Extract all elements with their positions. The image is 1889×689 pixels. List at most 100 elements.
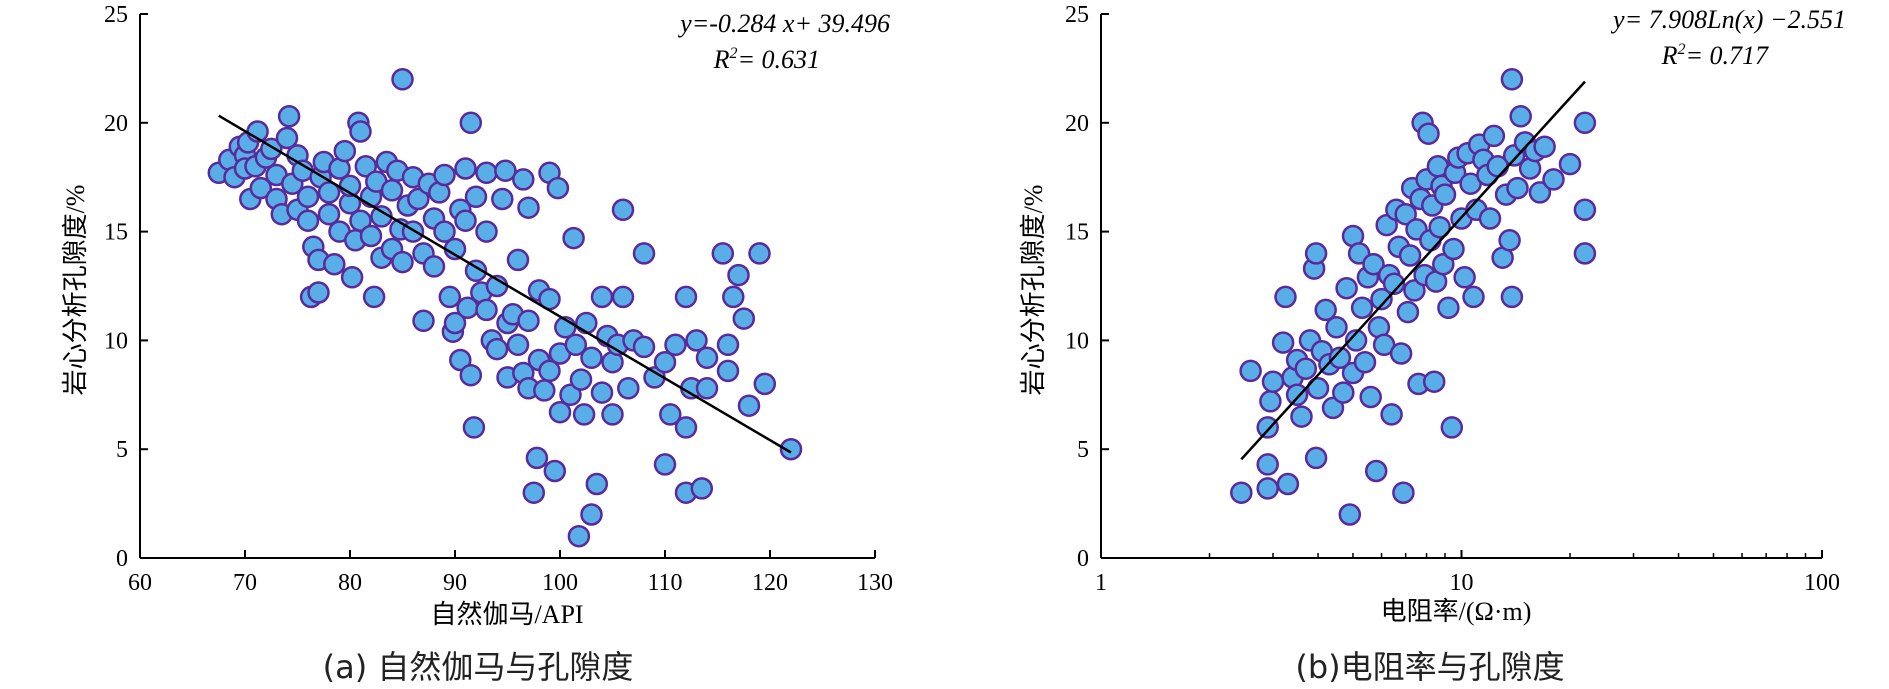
panel-a-points	[207, 68, 803, 548]
data-point	[317, 202, 341, 226]
data-point	[412, 309, 435, 333]
data-point	[685, 329, 708, 352]
data-point	[1306, 377, 1330, 400]
data-point	[491, 187, 514, 211]
data-point	[464, 259, 488, 283]
data-point	[1325, 316, 1348, 339]
y-tick-label: 15	[104, 220, 128, 246]
data-point	[1509, 105, 1532, 128]
data-point	[1389, 342, 1413, 365]
data-point	[722, 285, 745, 309]
data-point	[716, 359, 740, 383]
data-point	[564, 333, 588, 357]
data-point	[249, 176, 273, 200]
data-point	[277, 105, 301, 128]
data-point	[611, 285, 635, 309]
data-point	[1500, 68, 1524, 91]
data-point	[1396, 300, 1420, 324]
data-point	[727, 263, 750, 287]
data-point	[349, 120, 372, 143]
data-point	[653, 350, 677, 374]
data-point	[333, 139, 357, 163]
data-point	[575, 311, 598, 335]
y-tick-label: 20	[104, 111, 128, 137]
data-point	[695, 377, 719, 400]
y-tick-label: 10	[1065, 328, 1089, 354]
data-point	[443, 311, 467, 335]
data-point	[464, 185, 488, 209]
data-point	[1437, 296, 1460, 320]
y-tick-label: 5	[1077, 437, 1089, 463]
data-point	[1482, 124, 1506, 148]
x-tick-label: 70	[233, 570, 257, 596]
data-point	[732, 307, 756, 330]
data-point	[1403, 279, 1426, 302]
data-point	[1321, 396, 1345, 420]
data-point	[1542, 168, 1565, 191]
data-point	[1573, 242, 1597, 265]
data-point	[1230, 481, 1253, 504]
data-point	[1294, 357, 1318, 380]
data-point	[585, 472, 609, 496]
data-point	[632, 335, 656, 359]
data-point	[517, 196, 540, 219]
data-point	[569, 368, 593, 391]
panel-b-r2: R2= 0.717	[1661, 41, 1769, 70]
data-point	[1338, 503, 1362, 526]
data-point	[601, 403, 624, 426]
data-point	[438, 285, 462, 309]
data-point	[1350, 296, 1374, 320]
data-point	[632, 242, 656, 265]
data-point	[659, 403, 682, 426]
panel-a-x-ticks: 60 70 80 90 100 110 120 130	[128, 550, 893, 596]
data-point	[1290, 405, 1313, 428]
data-point	[1261, 370, 1285, 393]
data-point	[354, 155, 378, 178]
data-point	[1573, 198, 1597, 222]
panel-a-y-ticks: 0 5 10 15 20 25	[104, 2, 148, 572]
data-point	[1335, 276, 1358, 300]
data-point	[1382, 272, 1406, 296]
data-point	[1380, 403, 1403, 426]
data-point	[543, 459, 567, 483]
data-point	[533, 379, 556, 402]
panel-b-caption: (b)电阻率与孔隙度	[1295, 648, 1564, 686]
data-point	[567, 524, 591, 548]
data-point	[1442, 237, 1465, 261]
data-point	[1453, 266, 1476, 289]
data-point	[1344, 329, 1368, 352]
data-point	[1328, 346, 1352, 370]
data-point	[454, 209, 477, 232]
x-tick-label: 130	[857, 570, 893, 596]
data-point	[748, 242, 771, 265]
data-point	[1422, 370, 1446, 393]
data-point	[525, 446, 549, 470]
panel-a-equation: y=-0.284 x+ 39.496	[677, 9, 890, 38]
data-point	[1500, 285, 1524, 309]
data-point	[711, 242, 735, 265]
data-point	[391, 250, 414, 274]
data-point	[349, 209, 372, 232]
data-point	[1498, 229, 1521, 252]
data-point	[611, 198, 635, 222]
data-point	[653, 453, 677, 476]
x-tick-label: 80	[338, 570, 362, 596]
data-point	[590, 285, 614, 309]
data-point	[546, 176, 570, 200]
data-point	[1432, 252, 1455, 276]
data-point	[1392, 481, 1415, 504]
data-point	[522, 481, 546, 504]
data-point	[1364, 459, 1388, 483]
data-point	[407, 187, 430, 211]
panel-b-equation: y= 7.908Ln(x) −2.551	[1610, 5, 1846, 34]
data-point	[1398, 244, 1422, 267]
data-point	[307, 281, 330, 304]
data-point	[617, 377, 640, 400]
data-point	[1285, 383, 1309, 407]
data-point	[422, 255, 446, 278]
panel-a-y-label: 岩心分析孔隙度/%	[61, 185, 90, 396]
data-point	[779, 437, 803, 461]
data-point	[1558, 152, 1582, 176]
data-point	[459, 363, 483, 387]
